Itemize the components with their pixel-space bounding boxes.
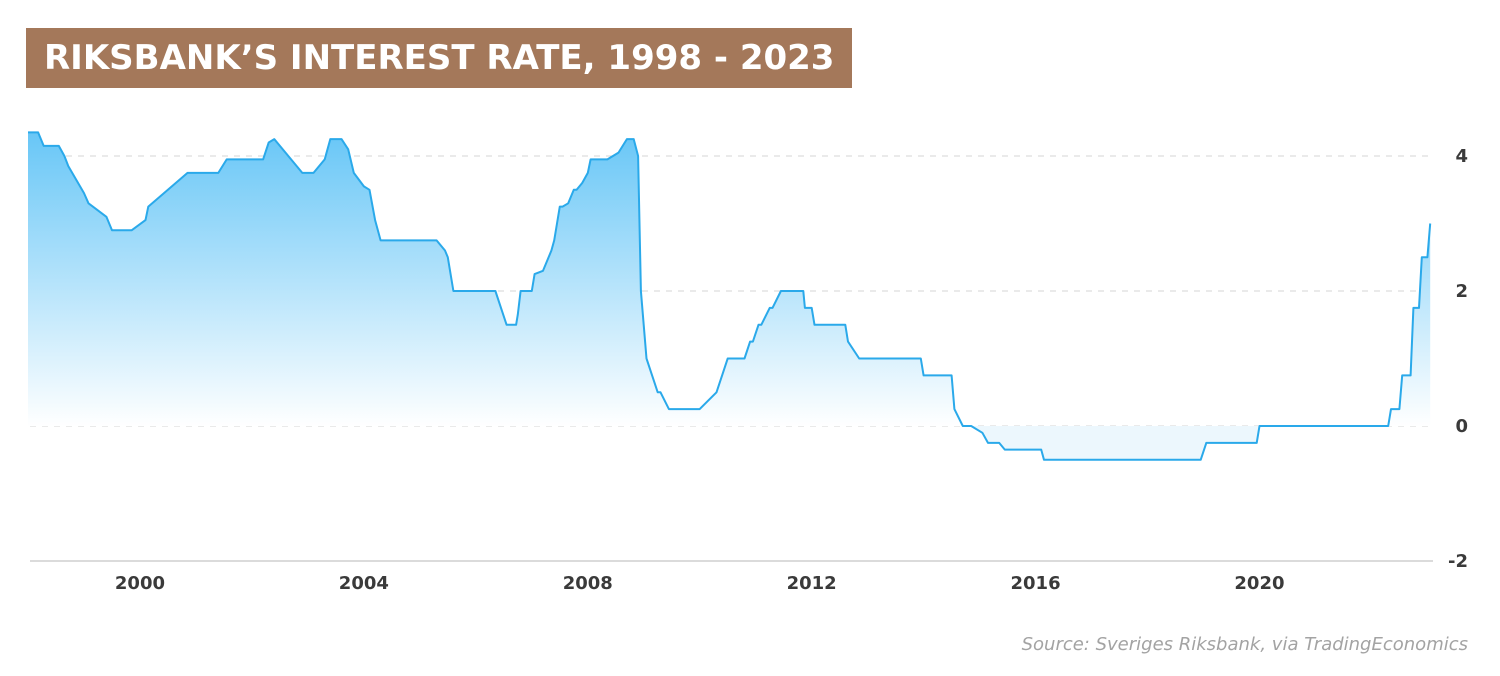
series-line-layer — [28, 131, 1432, 461]
area-fill-path — [28, 132, 1431, 460]
y-tick-label: 0 — [1455, 416, 1468, 437]
y-tick-label: 2 — [1455, 281, 1468, 302]
x-tick-label: 2000 — [115, 573, 165, 594]
y-axis: 4 2 0 -2 — [1448, 146, 1468, 572]
x-tick-label: 2008 — [563, 573, 613, 594]
source-note: Source: Sveriges Riksbank, via TradingEc… — [1021, 634, 1468, 655]
x-tick-label: 2004 — [339, 573, 389, 594]
negative-area-fill — [28, 426, 1431, 460]
series-line — [28, 131, 1432, 461]
y-tick-label: -2 — [1448, 551, 1468, 572]
x-tick-label: 2020 — [1234, 573, 1284, 594]
area-fill — [28, 132, 1431, 460]
y-tick-label: 4 — [1455, 146, 1468, 167]
x-tick-label: 2016 — [1011, 573, 1061, 594]
x-axis: 2000 2004 2008 2012 2016 2020 — [115, 573, 1285, 594]
chart-title: RIKSBANK’S INTEREST RATE, 1998 - 2023 — [26, 28, 853, 88]
x-tick-label: 2012 — [787, 573, 837, 594]
